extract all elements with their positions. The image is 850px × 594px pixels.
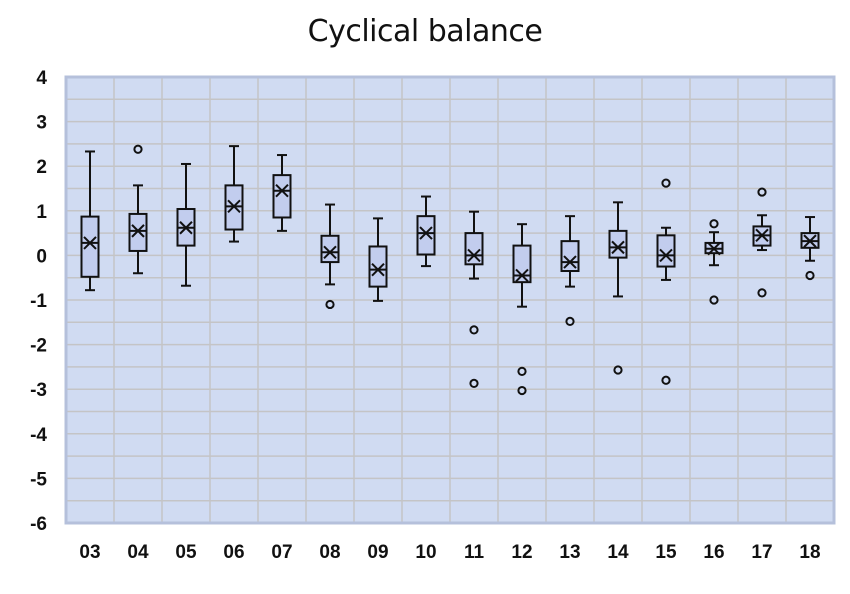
box-14	[608, 201, 628, 375]
outlier-point	[757, 288, 767, 298]
y-tick-label: -6	[30, 514, 47, 535]
grid	[66, 76, 834, 524]
mean-marker	[179, 221, 193, 235]
x-tick-label: 10	[415, 542, 436, 563]
mean-marker	[131, 224, 145, 238]
mean-marker	[227, 199, 241, 214]
x-tick-label: 12	[511, 542, 532, 563]
box-iqr	[80, 215, 100, 278]
outlier-point	[325, 299, 335, 310]
mean-marker	[563, 255, 577, 269]
mean-marker	[323, 245, 337, 259]
x-tick-label: 09	[367, 542, 388, 563]
outlier-point	[517, 385, 527, 396]
mean-marker	[467, 248, 481, 263]
x-tick-label: 04	[127, 542, 149, 563]
outlier-point	[469, 378, 479, 389]
x-tick-label: 08	[319, 542, 340, 563]
outlier-point	[757, 187, 767, 197]
x-tick-label: 05	[175, 542, 197, 563]
box-iqr	[128, 212, 148, 252]
y-tick-label: -4	[30, 425, 47, 446]
y-axis: 4 3 2 1 0 -1 -2 -3 -4 -5 -6	[30, 68, 47, 535]
y-tick-label: 4	[36, 68, 47, 89]
outlier-point	[565, 316, 575, 327]
mean-marker	[659, 248, 673, 263]
outlier-point	[805, 270, 815, 281]
box-iqr	[512, 244, 532, 284]
y-tick-label: -2	[30, 336, 47, 357]
y-tick-label: 2	[36, 157, 47, 178]
box-03	[80, 150, 100, 292]
box-04	[128, 144, 148, 275]
x-axis: 03 04 05 06 07 08 09 10 11 12 13 14 15 16 17 18	[79, 542, 820, 563]
x-tick-label: 13	[559, 542, 580, 563]
box-07	[272, 154, 292, 232]
box-iqr	[416, 215, 436, 256]
mean-marker	[755, 228, 769, 243]
box-08	[320, 203, 340, 310]
x-tick-label: 07	[271, 542, 292, 563]
chart-title: Cyclical balance	[307, 14, 543, 49]
box-iqr	[656, 234, 676, 268]
outlier-point	[661, 375, 671, 385]
y-tick-label: 0	[36, 246, 47, 267]
box-iqr	[560, 240, 580, 273]
box-15	[656, 178, 676, 385]
box-13	[560, 215, 580, 327]
mean-marker	[707, 242, 721, 256]
outlier-point	[133, 144, 143, 154]
box-06	[224, 145, 244, 243]
outlier-point	[709, 295, 719, 305]
box-11	[464, 210, 484, 389]
box-iqr	[464, 232, 484, 266]
mean-marker	[419, 226, 433, 240]
y-tick-label: -5	[30, 469, 47, 490]
outlier-point	[661, 178, 671, 188]
x-tick-label: 17	[751, 542, 772, 563]
x-tick-label: 11	[464, 542, 485, 563]
y-tick-label: 3	[36, 113, 47, 134]
x-tick-label: 16	[703, 542, 724, 563]
x-tick-label: 06	[223, 542, 244, 563]
x-tick-label: 03	[79, 542, 100, 563]
box-18	[800, 216, 820, 281]
outlier-point	[613, 365, 623, 375]
x-tick-label: 15	[655, 542, 677, 563]
box-16	[704, 219, 724, 305]
mean-marker	[275, 184, 289, 198]
plot-border	[64, 75, 836, 525]
mean-marker	[83, 236, 97, 250]
y-tick-label: -1	[30, 291, 47, 312]
outlier-point	[517, 366, 527, 376]
box-iqr	[368, 245, 388, 288]
y-tick-label: -3	[30, 380, 47, 401]
outlier-point	[469, 325, 479, 335]
box-05	[176, 162, 196, 287]
boxes	[80, 144, 820, 396]
mean-marker	[803, 234, 817, 248]
box-17	[752, 187, 772, 298]
box-iqr	[608, 229, 628, 259]
y-tick-label: 1	[36, 202, 47, 223]
mean-marker	[371, 262, 385, 277]
box-12	[512, 223, 532, 396]
mean-marker	[611, 240, 625, 255]
outlier-point	[709, 219, 719, 229]
mean-marker	[515, 268, 529, 283]
x-tick-label: 14	[607, 542, 629, 563]
box-10	[416, 195, 436, 268]
box-09	[368, 217, 388, 302]
x-tick-label: 18	[799, 542, 820, 563]
